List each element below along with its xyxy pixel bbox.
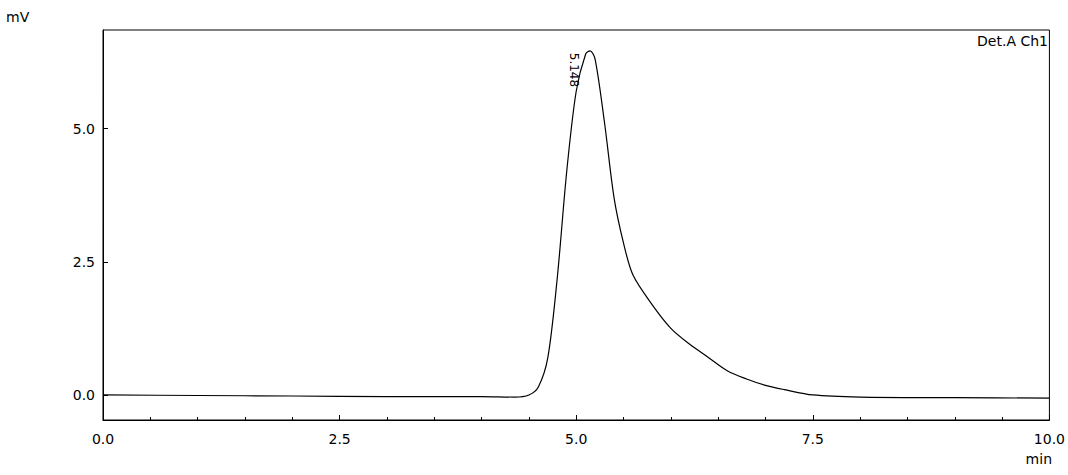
svg-text:10.0: 10.0 [1034,431,1065,447]
svg-text:7.5: 7.5 [802,431,824,447]
svg-text:Det.A Ch1: Det.A Ch1 [977,33,1048,49]
svg-text:5.148: 5.148 [567,53,581,87]
svg-text:0.0: 0.0 [92,431,114,447]
svg-text:2.5: 2.5 [73,254,95,270]
svg-text:5.0: 5.0 [73,121,95,137]
svg-text:0.0: 0.0 [73,387,95,403]
svg-text:min: min [1026,451,1052,467]
svg-text:mV: mV [6,9,30,25]
svg-text:5.0: 5.0 [565,431,587,447]
svg-text:2.5: 2.5 [328,431,350,447]
